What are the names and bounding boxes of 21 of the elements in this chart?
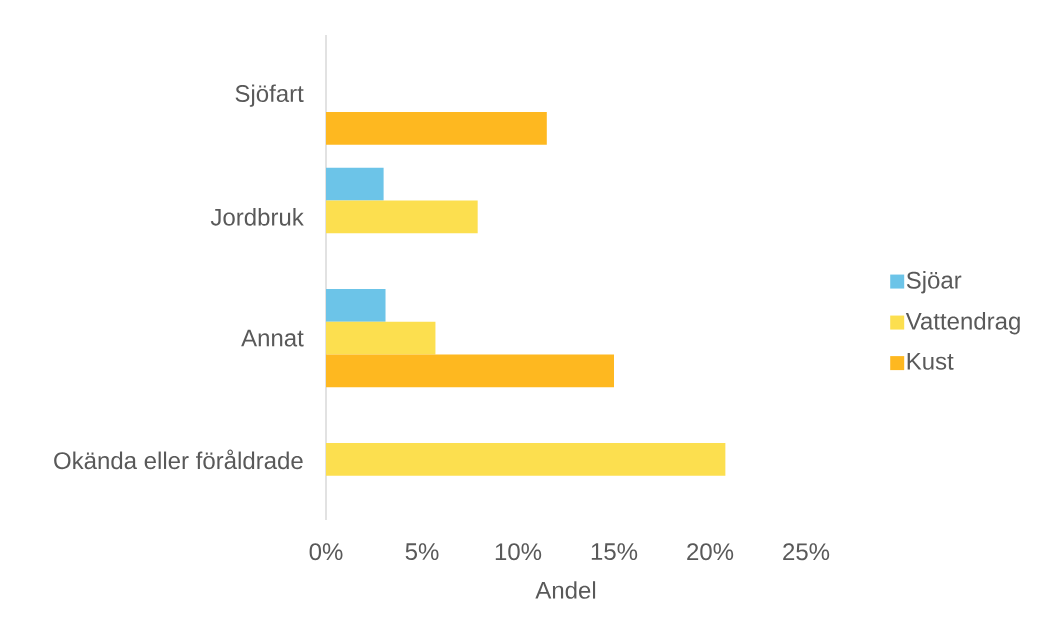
- x-tick-label: 0%: [309, 543, 343, 561]
- y-tick-label: Okända eller föråldrade: [54, 449, 303, 470]
- x-tick-label: 15%: [591, 543, 638, 561]
- bar: [326, 321, 436, 355]
- x-axis-title: Andel: [535, 581, 596, 599]
- bar: [326, 443, 726, 476]
- y-tick-label: Annat: [241, 329, 304, 347]
- bar: [326, 200, 478, 234]
- bar: [326, 289, 386, 322]
- y-tick-label: Sjöfart: [235, 84, 304, 107]
- bar: [326, 354, 614, 388]
- y-tick-label: Jordbruk: [210, 208, 304, 226]
- x-tick-label: 5%: [405, 543, 439, 561]
- x-tick-label: 25%: [783, 543, 830, 561]
- legend-label: Kust: [907, 353, 954, 370]
- x-tick-label: 20%: [687, 543, 734, 561]
- bar: [326, 111, 547, 145]
- legend-label: Vattendrag: [905, 312, 1020, 335]
- bar: [326, 167, 384, 201]
- x-tick-label: 10%: [495, 543, 542, 561]
- legend-label: Sjöar: [906, 271, 962, 294]
